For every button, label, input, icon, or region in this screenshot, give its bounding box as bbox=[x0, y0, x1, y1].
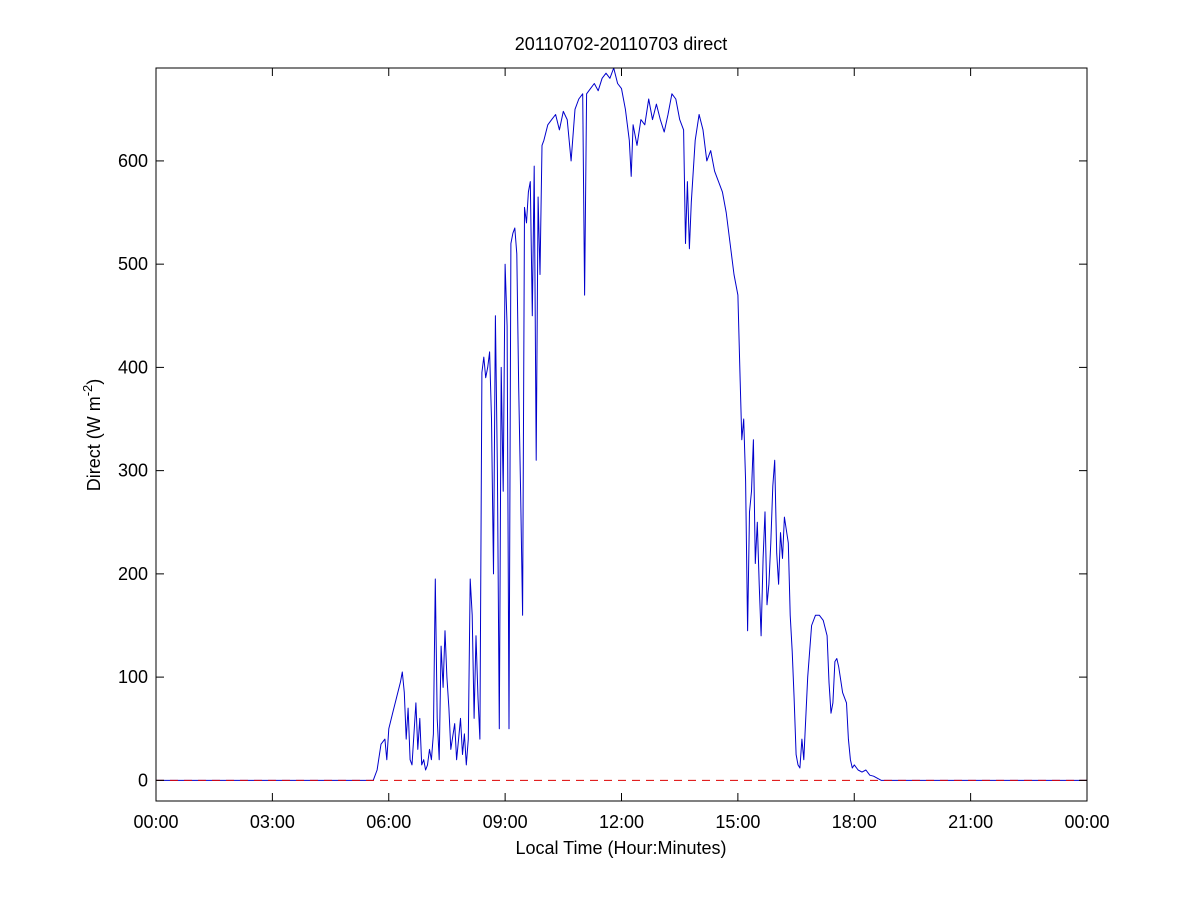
x-tick-label: 21:00 bbox=[948, 812, 993, 832]
y-tick-label: 500 bbox=[118, 254, 148, 274]
y-axis-label-close: ) bbox=[84, 379, 104, 385]
y-tick-label: 600 bbox=[118, 151, 148, 171]
x-ticks: 00:00 03:00 06:00 09:00 12:00 15:00 18:00 21:00… bbox=[133, 68, 1110, 832]
y-ticks: 0 100 200 300 400 500 600 bbox=[118, 151, 1087, 790]
x-tick-label: 00:00 bbox=[133, 812, 178, 832]
y-axis-label: Direct (W m-2) bbox=[80, 379, 104, 492]
x-tick-label: 06:00 bbox=[366, 812, 411, 832]
x-tick-label: 18:00 bbox=[832, 812, 877, 832]
direct-series-line bbox=[156, 67, 1087, 781]
y-axis-label-main: Direct (W m bbox=[84, 396, 104, 491]
chart-title: 20110702-20110703 direct bbox=[515, 34, 728, 54]
y-tick-label: 400 bbox=[118, 357, 148, 377]
x-tick-label: 09:00 bbox=[483, 812, 528, 832]
plot-area bbox=[156, 68, 1087, 801]
x-axis-label: Local Time (Hour:Minutes) bbox=[515, 838, 726, 858]
x-tick-label: 12:00 bbox=[599, 812, 644, 832]
series-layer bbox=[156, 67, 1087, 781]
y-tick-label: 200 bbox=[118, 564, 148, 584]
x-tick-label: 03:00 bbox=[250, 812, 295, 832]
x-tick-label: 15:00 bbox=[715, 812, 760, 832]
y-tick-label: 100 bbox=[118, 667, 148, 687]
y-tick-label: 0 bbox=[138, 770, 148, 790]
y-axis-label-superscript: -2 bbox=[80, 385, 95, 397]
y-tick-label: 300 bbox=[118, 461, 148, 481]
x-tick-label: 00:00 bbox=[1064, 812, 1109, 832]
